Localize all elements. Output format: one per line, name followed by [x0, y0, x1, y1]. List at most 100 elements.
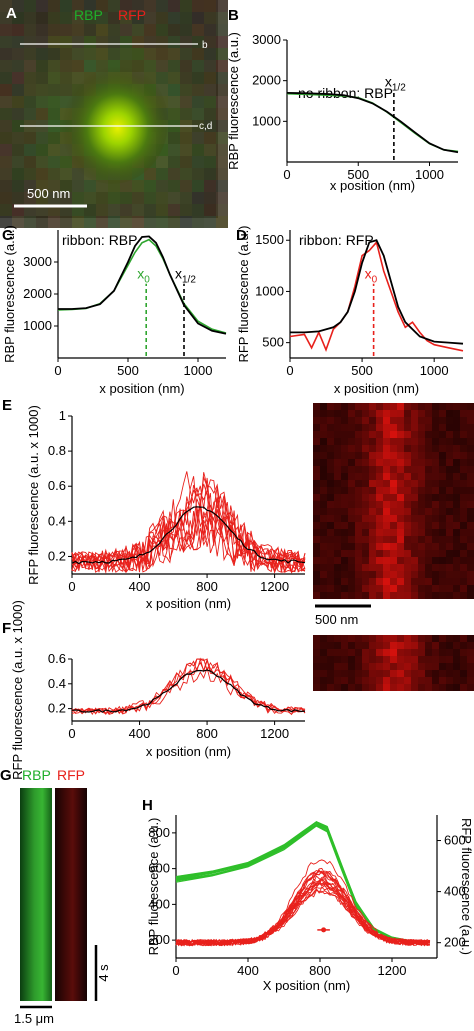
image-pixel: [467, 670, 474, 677]
image-pixel: [432, 635, 439, 642]
image-pixel: [397, 656, 404, 663]
image-pixel: [36, 48, 48, 60]
image-pixel: [12, 156, 24, 168]
image-pixel: [362, 649, 369, 656]
image-pixel: [156, 168, 168, 180]
image-pixel: [376, 438, 383, 445]
image-pixel: [216, 36, 228, 48]
image-pixel: [60, 192, 72, 204]
image-pixel: [24, 180, 36, 192]
image-pixel: [432, 452, 439, 459]
image-pixel: [376, 522, 383, 529]
image-pixel: [467, 578, 474, 585]
image-pixel: [320, 417, 327, 424]
image-pixel: [341, 571, 348, 578]
image-pixel: [418, 635, 425, 642]
image-pixel: [418, 543, 425, 550]
image-pixel: [362, 536, 369, 543]
rfp-trace-line: [175, 889, 431, 947]
image-pixel: [453, 564, 460, 571]
image-pixel: [320, 670, 327, 677]
image-pixel: [397, 564, 404, 571]
image-pixel: [467, 466, 474, 473]
image-pixel: [168, 84, 180, 96]
image-pixel: [362, 564, 369, 571]
image-pixel: [327, 417, 334, 424]
image-pixel: [96, 192, 108, 204]
image-pixel: [397, 557, 404, 564]
mean-trace-line: [71, 506, 306, 565]
image-pixel: [12, 96, 24, 108]
image-pixel: [439, 571, 446, 578]
image-pixel: [60, 0, 72, 12]
image-pixel: [12, 132, 24, 144]
image-pixel: [418, 494, 425, 501]
image-pixel: [418, 536, 425, 543]
image-pixel: [376, 543, 383, 550]
image-pixel: [204, 216, 216, 228]
y-axis-label: RBP fluorescence (a.u.): [2, 225, 17, 363]
image-pixel: [376, 473, 383, 480]
image-pixel: [425, 424, 432, 431]
image-pixel: [376, 571, 383, 578]
image-pixel: [12, 120, 24, 132]
image-pixel: [369, 592, 376, 599]
image-pixel: [383, 557, 390, 564]
image-pixel: [453, 550, 460, 557]
image-pixel: [432, 670, 439, 677]
image-pixel: [439, 459, 446, 466]
panel-g-rfp-kymograph: [55, 788, 87, 1001]
image-pixel: [341, 550, 348, 557]
image-pixel: [320, 501, 327, 508]
image-pixel: [439, 585, 446, 592]
image-pixel: [341, 466, 348, 473]
image-pixel: [460, 564, 467, 571]
image-pixel: [348, 515, 355, 522]
image-pixel: [341, 438, 348, 445]
image-pixel: [341, 515, 348, 522]
image-pixel: [390, 410, 397, 417]
image-pixel: [397, 515, 404, 522]
image-pixel: [383, 452, 390, 459]
image-pixel: [467, 635, 474, 642]
image-pixel: [418, 480, 425, 487]
image-pixel: [376, 670, 383, 677]
image-pixel: [460, 684, 467, 691]
image-pixel: [36, 84, 48, 96]
image-pixel: [362, 663, 369, 670]
image-pixel: [369, 543, 376, 550]
image-pixel: [446, 656, 453, 663]
image-pixel: [453, 684, 460, 691]
image-pixel: [334, 480, 341, 487]
image-pixel: [108, 36, 120, 48]
rbp-trace-line: [175, 824, 429, 945]
image-pixel: [180, 192, 192, 204]
image-pixel: [411, 578, 418, 585]
image-pixel: [48, 192, 60, 204]
image-pixel: [341, 649, 348, 656]
image-pixel: [439, 663, 446, 670]
image-pixel: [327, 536, 334, 543]
x-tick-label: 0: [286, 363, 293, 378]
image-pixel: [156, 60, 168, 72]
marker-label: x0: [137, 266, 150, 286]
image-pixel: [397, 677, 404, 684]
image-pixel: [327, 445, 334, 452]
y-tick-label: 0.2: [48, 548, 66, 563]
image-pixel: [467, 550, 474, 557]
image-pixel: [362, 522, 369, 529]
x-tick-label: 400: [129, 579, 151, 594]
image-pixel: [348, 663, 355, 670]
y-tick-label: 2000: [252, 73, 281, 88]
image-pixel: [313, 480, 320, 487]
image-pixel: [446, 508, 453, 515]
image-pixel: [460, 522, 467, 529]
image-pixel: [341, 480, 348, 487]
image-pixel: [313, 417, 320, 424]
image-pixel: [369, 494, 376, 501]
image-pixel: [12, 0, 24, 12]
image-pixel: [425, 635, 432, 642]
errorbar-point: [321, 927, 327, 933]
image-pixel: [376, 578, 383, 585]
image-pixel: [0, 12, 12, 24]
